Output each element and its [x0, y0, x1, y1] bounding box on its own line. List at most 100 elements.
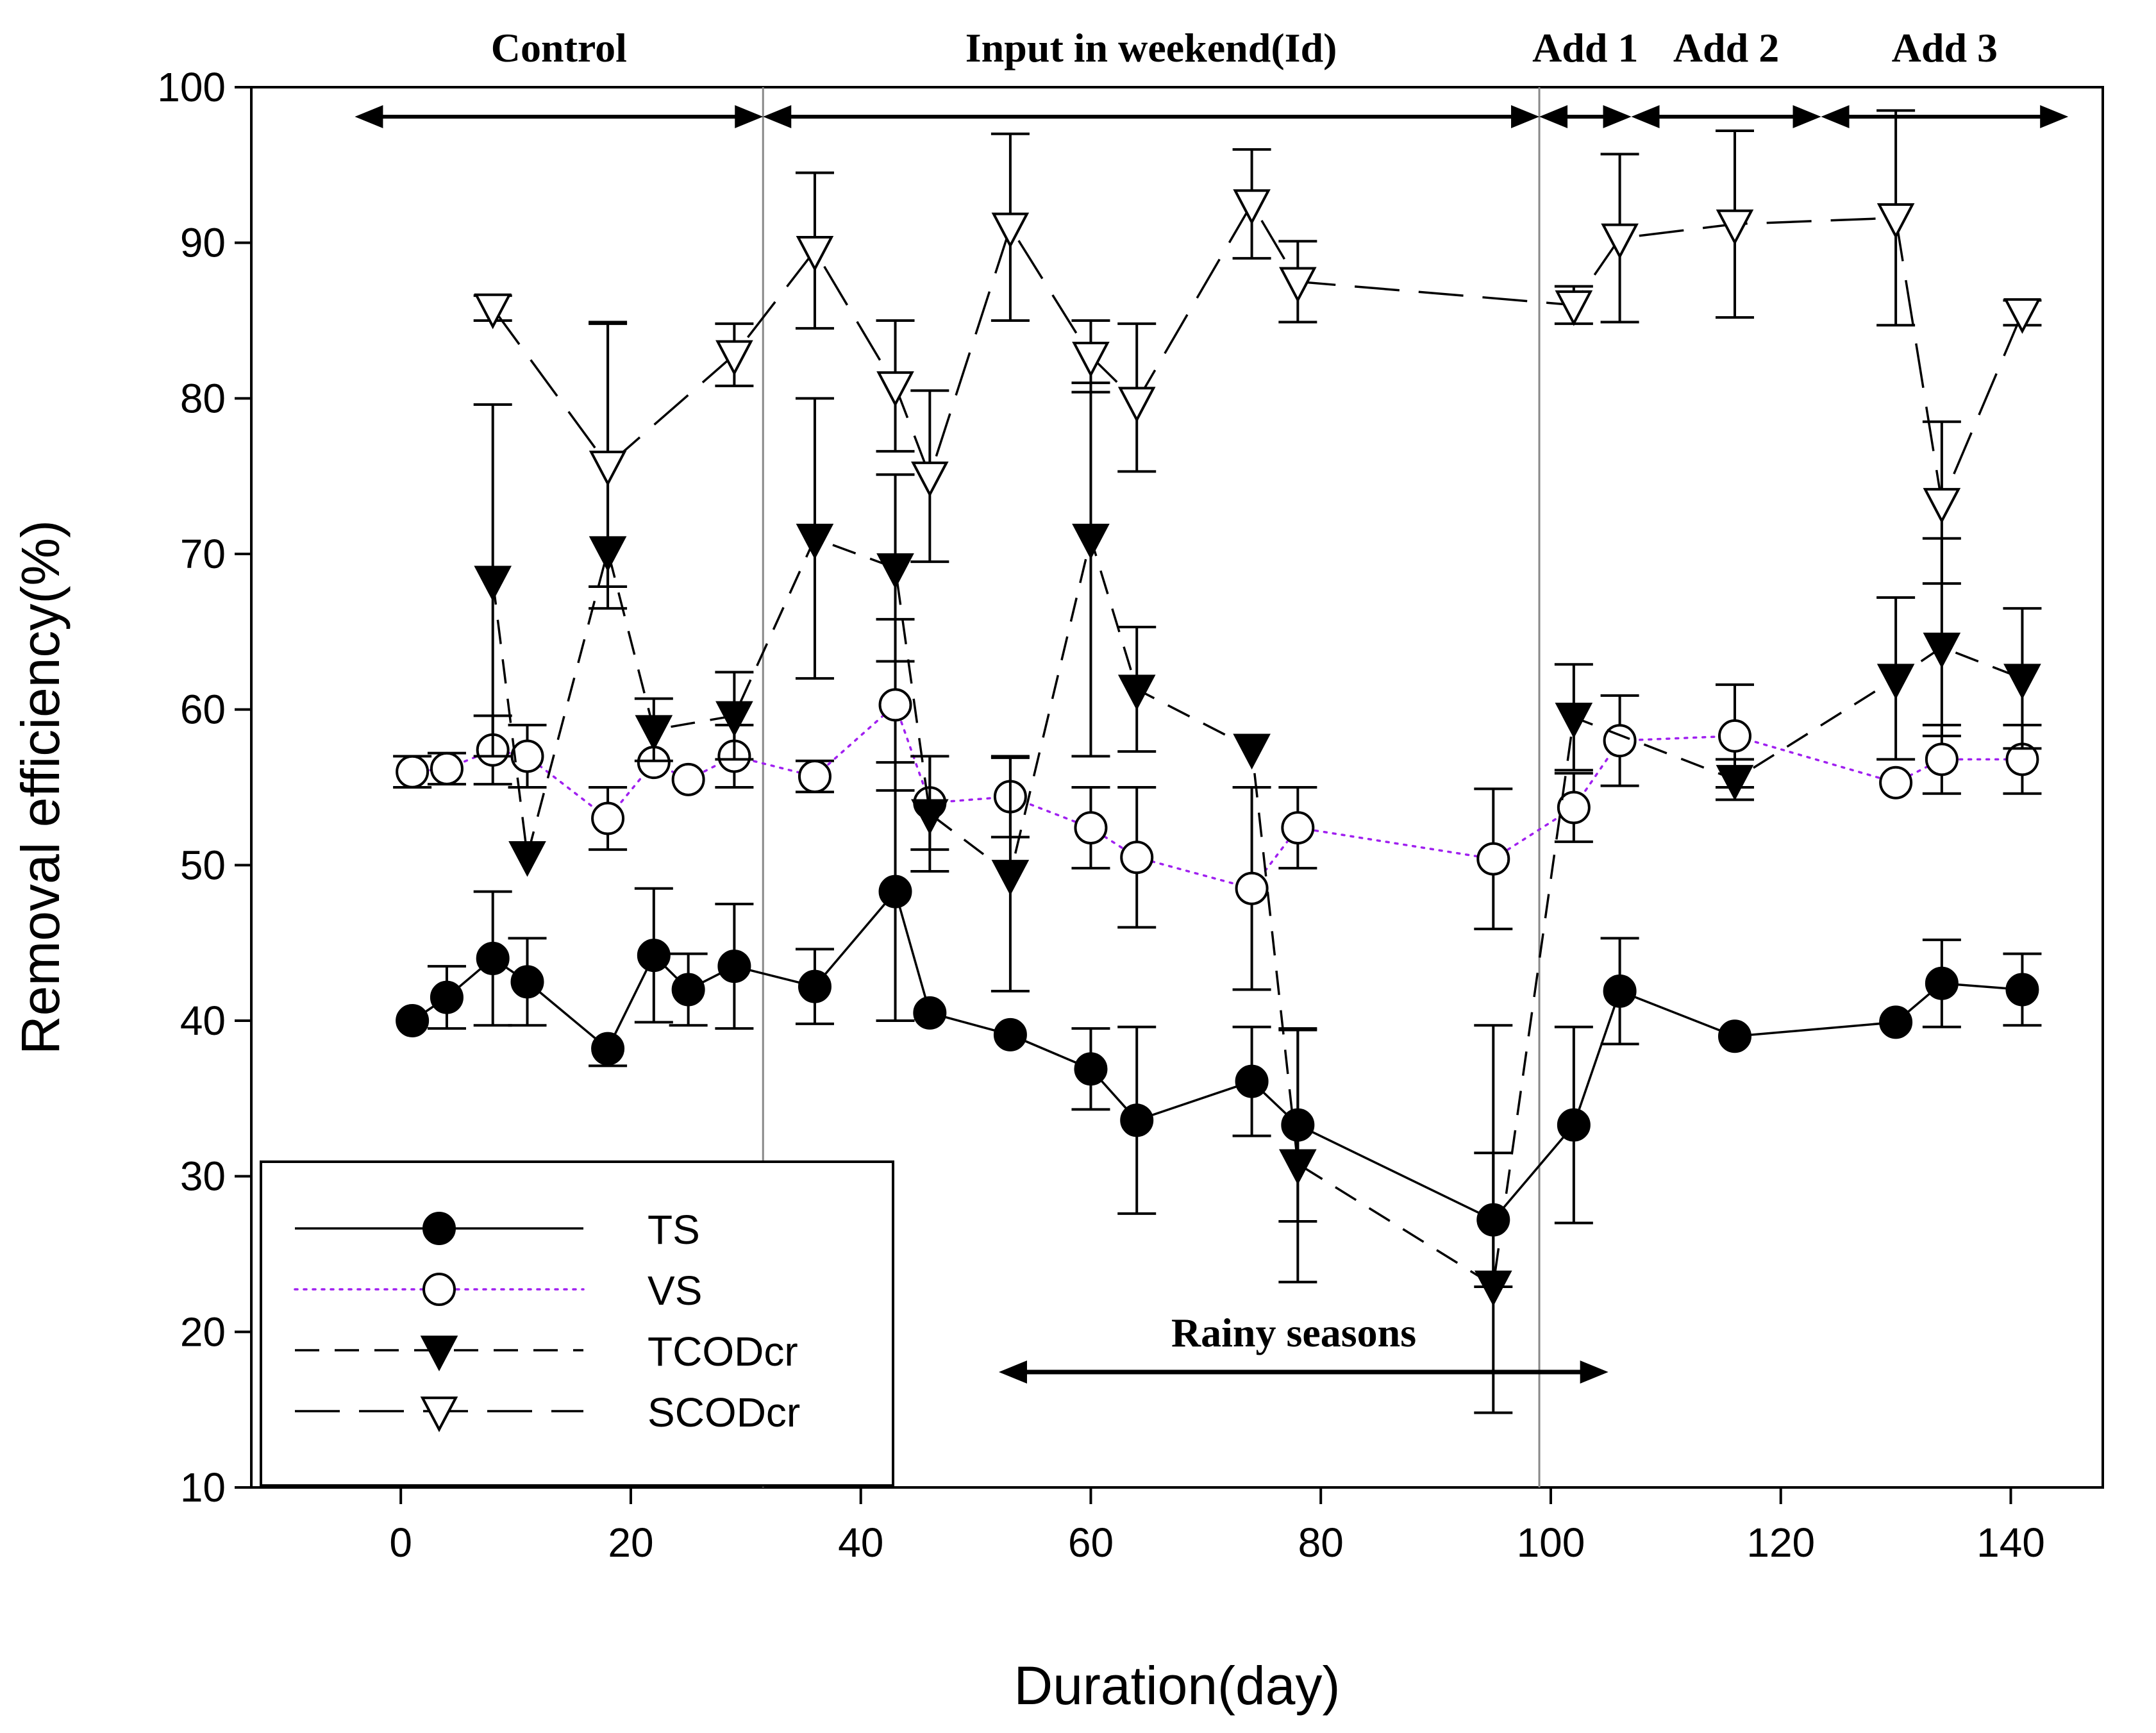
phase-arrow-head-right — [735, 105, 764, 128]
tcodcr-point — [474, 565, 512, 602]
scodcr-point — [796, 236, 834, 272]
rainy-arrow-head-right — [1580, 1360, 1609, 1384]
legend-box — [260, 1160, 894, 1487]
ts-point — [476, 941, 510, 975]
vs-point — [1557, 791, 1591, 825]
legend-marker-tcodcr — [420, 1335, 458, 1371]
vs-point — [430, 751, 464, 785]
x-axis-ticks: 0 20 40 60 80 100 120 140 — [389, 1487, 2045, 1566]
x-tick-label: 0 — [389, 1520, 412, 1566]
scodcr-point — [1117, 387, 1156, 423]
ts-point — [1074, 1052, 1108, 1086]
tcodcr-point — [715, 701, 753, 737]
phase-add-2: Add 2 — [1631, 25, 1821, 128]
ts-point — [913, 996, 947, 1030]
vs-point — [1925, 742, 1959, 776]
scodcr-point — [1601, 223, 1639, 260]
vs-point — [1074, 811, 1108, 845]
vs-point — [396, 755, 430, 789]
ts-point — [671, 973, 705, 1007]
series-layer — [393, 109, 2042, 1414]
ts-point — [510, 965, 544, 999]
legend-item-tcodcr: TCODcr — [295, 1328, 798, 1375]
scodcr-point — [1279, 267, 1317, 303]
ts-point — [1717, 1019, 1751, 1053]
vs-point — [1476, 842, 1510, 876]
vs-point — [671, 762, 705, 796]
tcodcr-point — [1072, 523, 1110, 560]
tcodcr-point — [796, 523, 834, 560]
scodcr-line — [492, 201, 2024, 507]
vs-point — [591, 801, 625, 835]
x-tick-label: 100 — [1517, 1520, 1585, 1566]
ts-point — [1925, 966, 1959, 1000]
vs-point — [1717, 719, 1751, 753]
phase-arrow-head-left — [1631, 105, 1660, 128]
scodcr-point — [1555, 290, 1593, 326]
legend-label-ts: TS — [648, 1207, 700, 1253]
vs-line — [411, 703, 2024, 890]
x-tick-label: 40 — [838, 1520, 883, 1566]
scodcr-point — [1233, 189, 1271, 225]
phase-label: Add 2 — [1673, 25, 1779, 71]
ts-point — [878, 875, 912, 908]
vs-point — [1235, 871, 1269, 905]
legend-item-ts: TS — [295, 1207, 700, 1253]
scodcr-point — [876, 371, 914, 407]
tcodcr-point — [1474, 1270, 1512, 1307]
ts-point — [591, 1032, 625, 1066]
scodcr-point — [991, 212, 1030, 249]
phase-label: Input in weekend(Id) — [965, 25, 1337, 71]
legend: TS VS TCODcr SCODcr — [260, 1160, 894, 1487]
vs-point — [510, 739, 544, 773]
phase-arrow-head-left — [763, 105, 792, 128]
scodcr-point — [911, 461, 949, 498]
x-tick-label: 80 — [1298, 1520, 1344, 1566]
scodcr-point — [1923, 488, 1961, 524]
y-tick-label: 10 — [180, 1464, 226, 1511]
tcodcr-point — [2003, 664, 2041, 700]
tcodcr-point — [1279, 1149, 1317, 1185]
ts-point — [717, 950, 751, 984]
phase-arrow-head-left — [1821, 105, 1850, 128]
tcodcr-point — [876, 553, 914, 589]
x-tick-label: 20 — [608, 1520, 653, 1566]
x-axis-title: Duration(day) — [1014, 1655, 1341, 1716]
phase-arrow-head-right — [1511, 105, 1540, 128]
legend-label-tcodcr: TCODcr — [648, 1328, 798, 1375]
y-axis-title: Removal efficiency(%) — [10, 520, 71, 1055]
vs-point — [798, 760, 831, 794]
phase-annotations: Control Input in weekend(Id) Add 1 Add 2 Add… — [355, 25, 2069, 128]
y-tick-label: 40 — [180, 998, 226, 1044]
legend-item-vs: VS — [294, 1268, 702, 1314]
rainy-season-label: Rainy seasons — [1171, 1310, 1416, 1355]
legend-label-vs: VS — [648, 1268, 702, 1314]
vs-point — [1120, 841, 1154, 875]
scodcr-point — [589, 450, 627, 487]
ts-point — [993, 1017, 1027, 1051]
rainy-arrow-head-left — [998, 1360, 1027, 1384]
scodcr-point — [2003, 298, 2041, 334]
y-tick-label: 70 — [180, 531, 226, 577]
ts-point — [396, 1004, 430, 1037]
vs-point — [878, 688, 912, 722]
phase-input-in-weekend-id-: Input in weekend(Id) — [763, 25, 1540, 128]
phase-control: Control — [355, 25, 764, 128]
ts-point — [1557, 1108, 1591, 1142]
legend-marker-ts — [422, 1212, 456, 1245]
y-tick-label: 90 — [180, 220, 226, 266]
legend-items: TS VS TCODcr SCODcr — [294, 1207, 800, 1436]
series-tcodcr — [473, 322, 2042, 1414]
tcodcr-point — [1716, 765, 1754, 801]
phase-arrow-head-right — [1792, 105, 1821, 128]
tcodcr-point — [991, 860, 1030, 896]
y-tick-label: 100 — [157, 64, 226, 110]
y-tick-label: 60 — [180, 687, 226, 733]
phase-arrow-head-left — [1539, 105, 1568, 128]
y-tick-label: 80 — [180, 375, 226, 421]
scodcr-point — [715, 340, 753, 376]
tcodcr-point — [1923, 632, 1961, 669]
phase-add-1: Add 1 — [1532, 25, 1638, 128]
legend-label-scodcr: SCODcr — [648, 1389, 800, 1436]
